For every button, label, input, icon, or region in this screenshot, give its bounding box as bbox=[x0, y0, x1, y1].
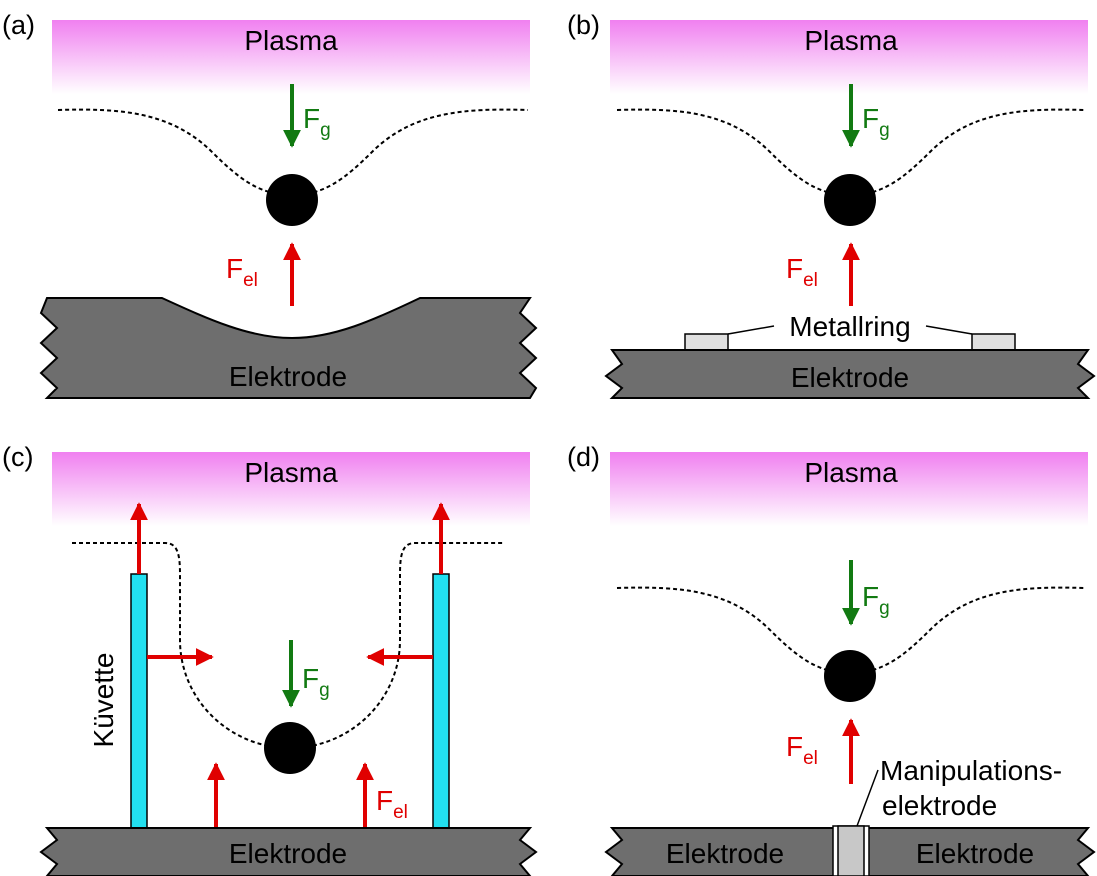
dust-particle bbox=[266, 174, 318, 226]
panel-tag: (d) bbox=[567, 442, 600, 472]
electrode-label: Elektrode bbox=[791, 362, 909, 393]
panel-tag: (a) bbox=[2, 10, 35, 40]
panel-tag: (b) bbox=[567, 10, 600, 40]
electric-force-label: Fel bbox=[376, 785, 408, 823]
plasma-label: Plasma bbox=[244, 457, 338, 488]
plasma-label: Plasma bbox=[804, 25, 898, 56]
plasma-region bbox=[610, 452, 1088, 526]
electrode-label-left: Elektrode bbox=[666, 838, 784, 869]
ring-leader-right bbox=[925, 325, 973, 335]
sheath-edge bbox=[616, 108, 1086, 197]
metal-ring-right bbox=[971, 333, 1016, 351]
gravity-label: Fg bbox=[862, 103, 890, 141]
cuvette-label: Küvette bbox=[88, 653, 119, 748]
manipulation-electrode bbox=[837, 825, 865, 876]
dust-particle bbox=[824, 650, 876, 702]
sheath-edge bbox=[616, 586, 1086, 675]
plasma-label: Plasma bbox=[244, 25, 338, 56]
panel-d: (d) Plasma Fg Fel Manipulations- elektro… bbox=[567, 442, 1096, 876]
panel-a: (a) Plasma Fg Fel Elektrode bbox=[2, 10, 538, 399]
sheath-edge bbox=[72, 542, 505, 750]
electric-force-label: Fel bbox=[786, 253, 818, 291]
ring-leader-left bbox=[727, 325, 775, 335]
electric-force-label: Fel bbox=[786, 731, 818, 769]
electrode-label-right: Elektrode bbox=[916, 838, 1034, 869]
ring-label: Metallring bbox=[789, 311, 910, 342]
electrode-flat bbox=[39, 827, 538, 876]
electrode-label: Elektrode bbox=[229, 838, 347, 869]
cuvette-wall-left bbox=[130, 573, 148, 829]
gravity-label: Fg bbox=[862, 581, 890, 619]
plasma-region bbox=[610, 20, 1088, 94]
manip-label-line2: elektrode bbox=[882, 790, 997, 821]
panel-tag: (c) bbox=[2, 442, 33, 472]
panel-b: (b) Plasma Fg Fel Metallring Elektrode bbox=[567, 10, 1096, 399]
electrode-curved bbox=[39, 297, 538, 399]
gravity-label: Fg bbox=[302, 663, 330, 701]
manip-leader-line bbox=[856, 769, 879, 827]
cuvette-wall-right bbox=[432, 573, 450, 829]
electrode-label: Elektrode bbox=[229, 361, 347, 392]
gravity-label: Fg bbox=[303, 103, 331, 141]
dust-particle bbox=[264, 722, 316, 774]
dust-particle bbox=[824, 174, 876, 226]
plasma-region bbox=[52, 20, 530, 94]
electrode-flat bbox=[604, 349, 1096, 399]
panel-c: (c) Plasma Küvette Fg Fel Elektrode bbox=[2, 442, 538, 876]
plasma-label: Plasma bbox=[804, 457, 898, 488]
metal-ring-left bbox=[684, 333, 729, 351]
electric-force-label: Fel bbox=[226, 253, 258, 291]
manip-label-line1: Manipulations- bbox=[880, 755, 1062, 786]
